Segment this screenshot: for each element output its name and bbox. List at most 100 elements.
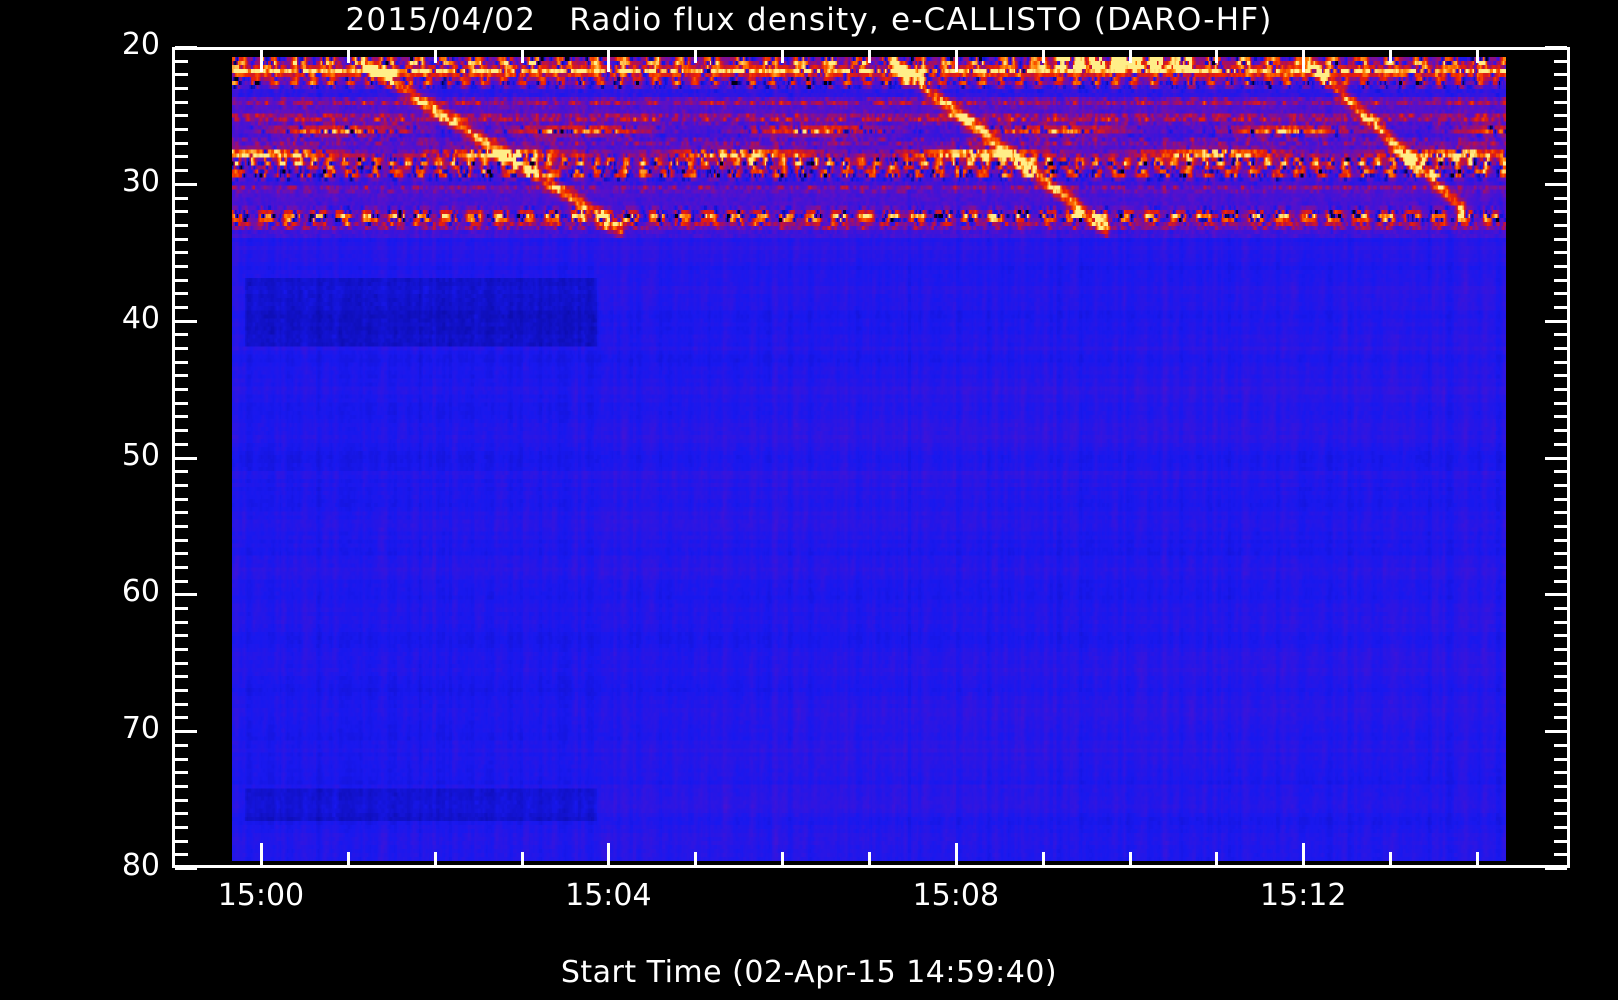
y-axis-minor-tick — [175, 525, 188, 528]
y-axis-major-tick-right — [1545, 457, 1567, 460]
y-axis-minor-tick-right — [1554, 197, 1567, 200]
x-axis-major-tick — [1302, 843, 1305, 865]
y-axis-minor-tick-right — [1554, 689, 1567, 692]
y-axis-minor-tick — [175, 716, 188, 719]
y-axis-minor-tick-right — [1554, 621, 1567, 624]
y-axis-minor-tick — [175, 128, 188, 131]
x-axis-minor-tick — [521, 852, 524, 865]
x-axis-major-tick-top — [955, 50, 958, 72]
y-axis-minor-tick — [175, 799, 188, 802]
y-axis-minor-tick — [175, 689, 188, 692]
y-axis-major-tick — [175, 867, 197, 870]
y-axis-minor-tick — [175, 306, 188, 309]
y-axis-minor-tick-right — [1554, 498, 1567, 501]
x-axis-tick-label: 15:00 — [217, 878, 305, 913]
y-axis-minor-tick — [175, 87, 188, 90]
x-axis-minor-tick — [434, 852, 437, 865]
y-axis-minor-tick-right — [1554, 415, 1567, 418]
y-axis-minor-tick — [175, 197, 188, 200]
y-axis-minor-tick-right — [1554, 155, 1567, 158]
y-axis-minor-tick — [175, 73, 188, 76]
y-axis-minor-tick-right — [1554, 675, 1567, 678]
y-axis-minor-tick-right — [1554, 826, 1567, 829]
y-axis-minor-tick-right — [1554, 443, 1567, 446]
y-axis-minor-tick-right — [1554, 840, 1567, 843]
y-axis-minor-tick-right — [1554, 716, 1567, 719]
y-axis-minor-tick-right — [1554, 101, 1567, 104]
x-axis-minor-tick-top — [1129, 50, 1132, 63]
y-axis-minor-tick-right — [1554, 758, 1567, 761]
y-axis-tick-label: 30 — [121, 163, 160, 199]
x-axis-minor-tick-top — [347, 50, 350, 63]
y-axis-minor-tick — [175, 60, 188, 63]
y-axis-minor-tick-right — [1554, 388, 1567, 391]
y-axis-tick-label: 50 — [121, 437, 160, 473]
y-axis-tick-label: 80 — [121, 848, 160, 883]
y-axis-minor-tick — [175, 388, 188, 391]
x-axis-minor-tick-top — [434, 50, 437, 63]
x-axis-title: Start Time (02-Apr-15 14:59:40) — [560, 955, 1058, 990]
y-axis-minor-tick — [175, 812, 188, 815]
y-axis-minor-tick — [175, 402, 188, 405]
y-axis-minor-tick-right — [1554, 114, 1567, 117]
y-axis-minor-tick — [175, 498, 188, 501]
x-axis-tick-label: 15:08 — [912, 878, 1000, 913]
y-axis-minor-tick-right — [1554, 744, 1567, 747]
y-axis-minor-tick — [175, 374, 188, 377]
y-axis-minor-tick-right — [1554, 374, 1567, 377]
x-axis-minor-tick — [347, 852, 350, 865]
y-axis-minor-tick-right — [1554, 142, 1567, 145]
y-axis-minor-tick — [175, 744, 188, 747]
x-axis-minor-tick — [1042, 852, 1045, 865]
y-axis-minor-tick — [175, 607, 188, 610]
y-axis-minor-tick — [175, 648, 188, 651]
x-axis-minor-tick — [1129, 852, 1132, 865]
y-axis-minor-tick — [175, 580, 188, 583]
y-axis-minor-tick-right — [1554, 853, 1567, 856]
y-axis-minor-tick — [175, 361, 188, 364]
y-axis-minor-tick — [175, 210, 188, 213]
y-axis-minor-tick — [175, 265, 188, 268]
y-axis-minor-tick — [175, 101, 188, 104]
plot-axes-frame — [172, 47, 1570, 868]
x-axis-minor-tick-top — [781, 50, 784, 63]
spectrogram-image — [232, 57, 1506, 861]
x-axis-major-tick-top — [1302, 50, 1305, 72]
x-axis-major-tick-top — [260, 50, 263, 72]
y-axis-minor-tick-right — [1554, 361, 1567, 364]
y-axis-minor-tick — [175, 142, 188, 145]
y-axis-minor-tick-right — [1554, 580, 1567, 583]
x-axis-minor-tick-top — [1042, 50, 1045, 63]
y-axis-major-tick-right — [1545, 867, 1567, 870]
y-axis-minor-tick-right — [1554, 429, 1567, 432]
y-axis-minor-tick — [175, 443, 188, 446]
x-axis-major-tick-top — [607, 50, 610, 72]
y-axis-minor-tick-right — [1554, 785, 1567, 788]
y-axis-minor-tick-right — [1554, 238, 1567, 241]
y-axis-major-tick — [175, 320, 197, 323]
x-axis-minor-tick-top — [694, 50, 697, 63]
y-axis-minor-tick-right — [1554, 402, 1567, 405]
y-axis-major-tick-right — [1545, 320, 1567, 323]
y-axis-minor-tick — [175, 429, 188, 432]
x-axis-major-tick — [955, 843, 958, 865]
x-axis-minor-tick — [1476, 852, 1479, 865]
y-axis-minor-tick-right — [1554, 224, 1567, 227]
y-axis-minor-tick — [175, 279, 188, 282]
y-axis-minor-tick — [175, 566, 188, 569]
y-axis-minor-tick-right — [1554, 511, 1567, 514]
x-axis-minor-tick — [694, 852, 697, 865]
x-axis-tick-label: 15:12 — [1260, 878, 1347, 913]
x-axis-minor-tick-top — [1215, 50, 1218, 63]
y-axis-minor-tick-right — [1554, 333, 1567, 336]
x-axis-minor-tick — [1389, 852, 1392, 865]
y-axis-tick-label: 70 — [121, 711, 160, 747]
y-axis-major-tick-right — [1545, 730, 1567, 733]
y-axis-tick-label: 20 — [121, 27, 160, 62]
y-axis-minor-tick — [175, 484, 188, 487]
y-axis-minor-tick-right — [1554, 210, 1567, 213]
y-axis-major-tick — [175, 593, 197, 596]
y-axis-minor-tick — [175, 251, 188, 254]
y-axis-minor-tick — [175, 292, 188, 295]
